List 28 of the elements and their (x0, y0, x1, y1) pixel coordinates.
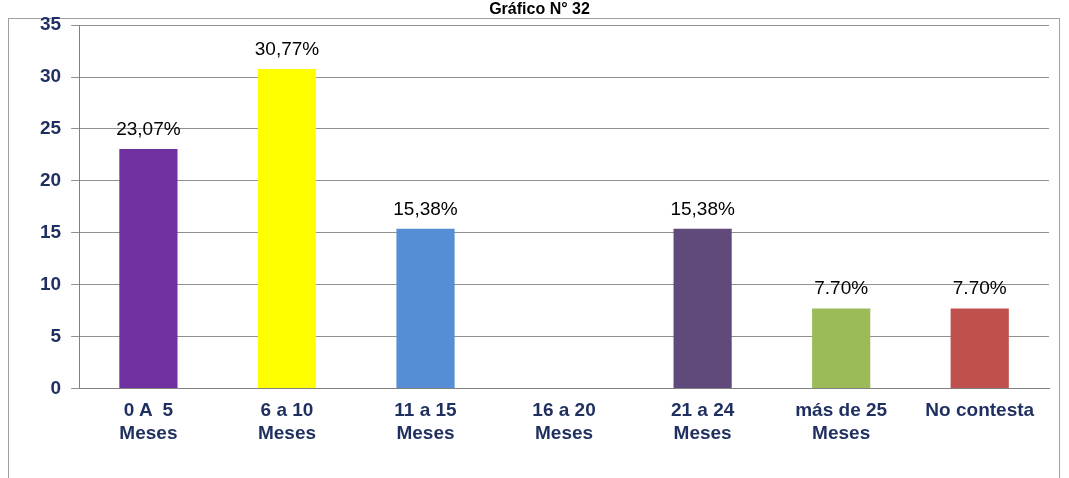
data-label: 23,07% (116, 117, 181, 139)
y-tick-label: 10 (39, 272, 62, 294)
data-label: 30,77% (254, 37, 320, 59)
y-tick-label: 20 (39, 169, 62, 191)
data-label: 7.70% (952, 277, 1007, 299)
data-label: 7.70% (814, 277, 869, 299)
data-label: 15,38% (393, 197, 458, 219)
x-tick-label: más de 25 Meses (795, 399, 888, 443)
data-label: 15,38% (670, 197, 735, 219)
y-tick-label: 30 (39, 65, 62, 87)
bar (119, 149, 178, 388)
y-tick-label: 5 (50, 324, 62, 346)
bar (257, 69, 317, 388)
bar (812, 308, 871, 388)
y-tick-label: 15 (39, 220, 62, 242)
bar (950, 308, 1009, 388)
x-tick-label: No contesta (925, 399, 1035, 421)
x-tick-label: 0 A 5 Meses (119, 399, 178, 443)
y-tick-label: 25 (39, 117, 62, 139)
x-tick-label: 16 a 20 Meses (532, 399, 596, 443)
bar (396, 228, 455, 388)
chart-title: Gráfico N° 32 (489, 0, 590, 18)
x-tick-label: 11 a 15 Meses (394, 399, 458, 443)
y-tick-label: 0 (50, 376, 62, 398)
bar (673, 228, 732, 388)
x-tick-label: 21 a 24 Meses (670, 399, 735, 443)
y-tick-label: 35 (39, 13, 62, 35)
x-tick-label: 6 a 10 Meses (257, 399, 317, 443)
